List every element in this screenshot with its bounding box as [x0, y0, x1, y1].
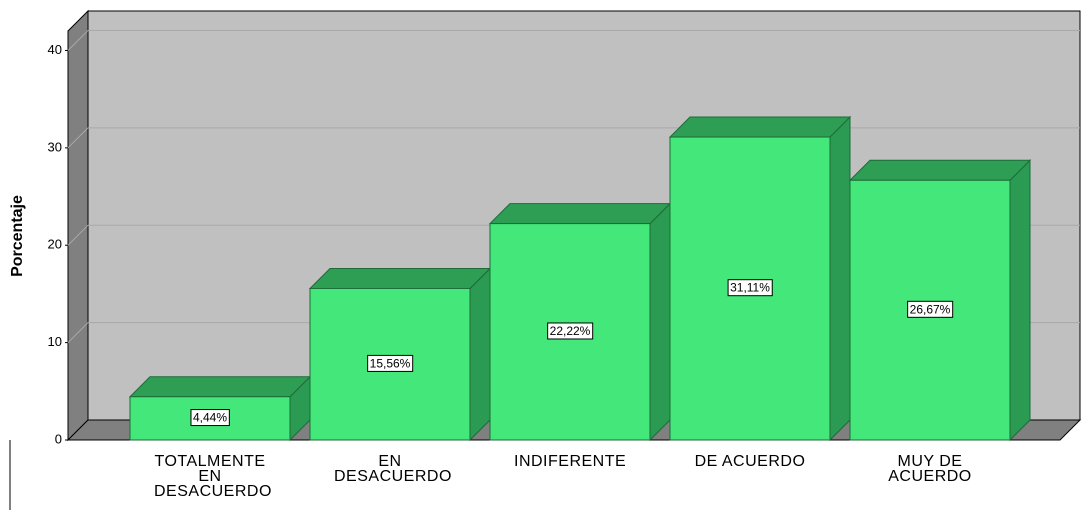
- bar-side: [1009, 159, 1031, 442]
- value-label-text: 15,56%: [370, 356, 411, 370]
- value-label-box: [727, 279, 773, 297]
- left-wall: [67, 9, 89, 442]
- x-tick-label: TOTALMENTE EN DESACUERDO: [154, 453, 272, 500]
- bar-top: [488, 203, 672, 225]
- x-tick-label: DE ACUERDO: [694, 453, 806, 470]
- grid-line: [67, 30, 89, 51]
- grid-line: [67, 224, 89, 246]
- value-label-box: [547, 322, 594, 340]
- bar-side: [649, 202, 671, 442]
- y-tick-label: 40: [48, 42, 62, 57]
- value-label-box: [367, 354, 414, 372]
- grid-line: [67, 127, 89, 149]
- value-label: 15,56%: [367, 354, 414, 372]
- bar-top: [848, 159, 1032, 181]
- value-label-text: 4,44%: [193, 411, 227, 425]
- grid-line: [67, 322, 89, 343]
- value-label-box: [907, 300, 954, 318]
- y-tick-label: 0: [55, 431, 62, 446]
- y-axis-label: Porcentaje: [9, 195, 26, 277]
- value-label: 4,44%: [190, 409, 230, 427]
- value-label: 26,67%: [907, 300, 954, 318]
- x-tick-label: INDIFERENTE: [514, 453, 627, 470]
- bar-top: [668, 116, 852, 138]
- value-label: 22,22%: [547, 322, 594, 340]
- value-label-text: 26,67%: [910, 302, 951, 316]
- value-label: 31,11%: [727, 279, 773, 297]
- x-tick-label: MUY DE ACUERDO: [888, 453, 972, 485]
- bar-side: [829, 115, 851, 442]
- bar-top: [308, 267, 492, 289]
- bar-side: [469, 267, 491, 442]
- y-tick-label: 30: [48, 139, 62, 154]
- y-tick-label: 20: [48, 237, 62, 252]
- value-label-text: 31,11%: [730, 281, 770, 295]
- y-tick-label: 10: [48, 334, 62, 349]
- bar-top: [128, 376, 312, 398]
- value-label-box: [190, 409, 230, 427]
- x-tick-label: EN DESACUERDO: [334, 453, 452, 485]
- value-label-text: 22,22%: [550, 324, 591, 338]
